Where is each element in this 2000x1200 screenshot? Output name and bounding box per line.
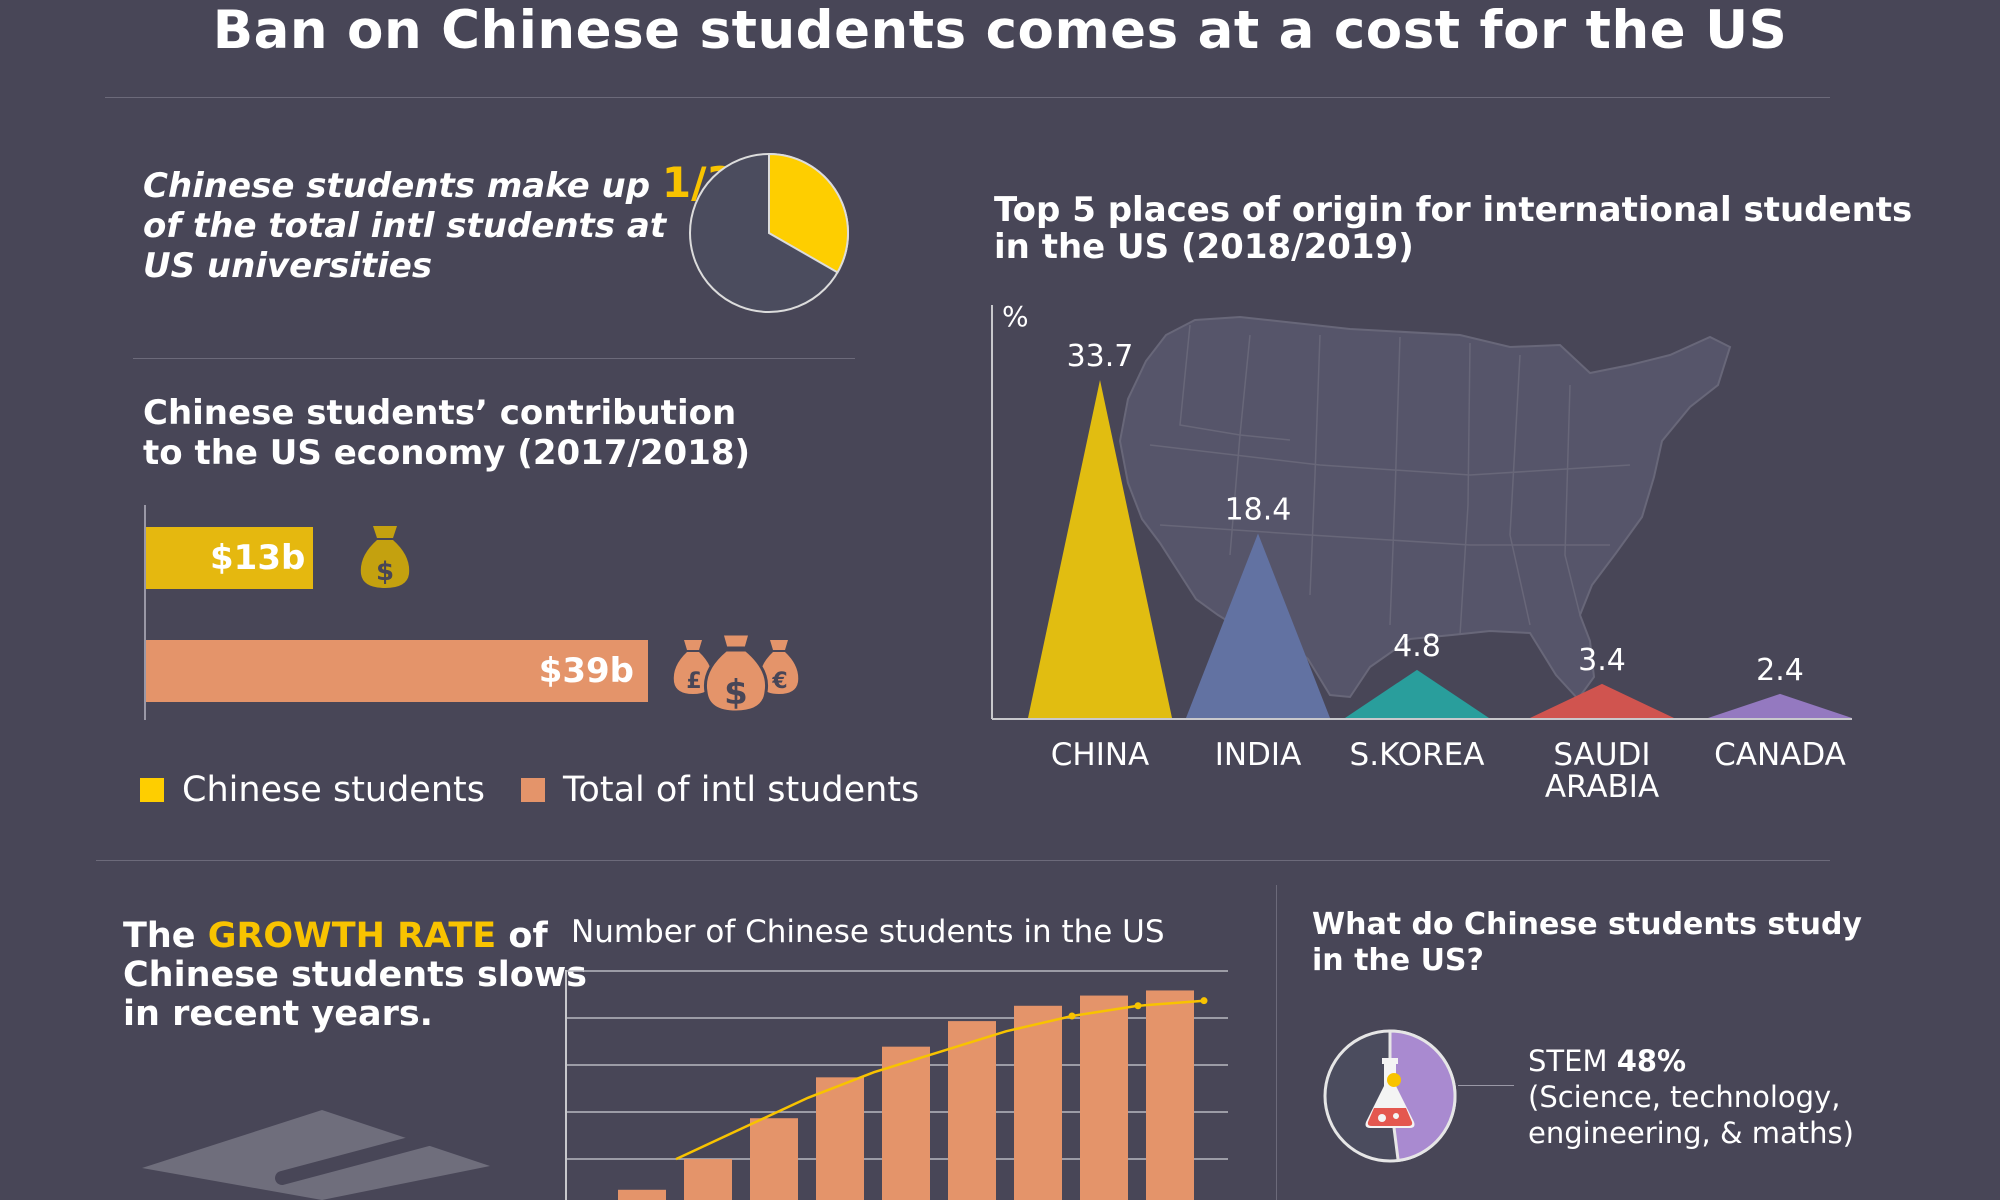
economy-title: Chinese students’ contribution to the US… (143, 393, 750, 473)
origin-category-label: S.KOREA (1350, 737, 1485, 773)
economy-bar-label-total: $39b (538, 651, 634, 691)
origin-title-line2: in the US (2018/2019) (994, 227, 1414, 267)
study-pie-slice-stem (1388, 1029, 1457, 1163)
study-stem-line: STEM 48% (1528, 1043, 1854, 1079)
legend-label-chinese: Chinese students (182, 770, 485, 810)
growth-chart-title: Number of Chinese students in the US (571, 914, 1165, 950)
growth-highlight: GROWTH RATE (207, 916, 497, 956)
share-text-line3: US universities (143, 246, 433, 286)
growth-bar (618, 1189, 666, 1200)
economy-title-line1: Chinese students’ contribution (143, 393, 737, 433)
study-leader-line (1458, 1085, 1514, 1086)
economy-bar-total: $39b (146, 640, 648, 702)
growth-chart (565, 970, 1228, 1200)
growth-bar (816, 1077, 864, 1200)
origin-category-label: INDIA (1215, 737, 1302, 773)
economy-legend: Chinese students Total of intl students (140, 770, 919, 810)
growth-bar (750, 1118, 798, 1200)
share-text-line2: of the total intl students at (143, 206, 667, 246)
study-desc-line2: engineering, & maths) (1528, 1116, 1854, 1150)
origin-triangle-china (1028, 380, 1172, 718)
growth-trend-point (1068, 1012, 1076, 1020)
graduation-cap-icon (142, 1110, 490, 1200)
economy-axis (144, 505, 146, 720)
svg-text:€: € (771, 669, 787, 694)
origin-triangle-canada (1708, 693, 1852, 718)
origin-value-label: 2.4 (1756, 653, 1804, 688)
origin-chart: % 33.7 CHINA 18.4 INDIA 4.8 S.KOREA 3.4 SAUDIAR… (991, 300, 1852, 805)
growth-bar (684, 1159, 732, 1200)
legend-swatch-chinese (140, 778, 164, 802)
title-divider (105, 97, 1830, 98)
legend-item-chinese: Chinese students (140, 770, 485, 810)
growth-text-line1: The GROWTH RATE of (123, 916, 548, 956)
growth-text-line3: in recent years. (123, 994, 433, 1034)
study-title-line1: What do Chinese students study (1312, 907, 1862, 942)
share-text-line1: Chinese students make up 1/3 (143, 158, 736, 207)
origin-category-label: CANADA (1714, 737, 1846, 773)
origin-category-label: SAUDI (1553, 737, 1650, 773)
economy-title-line2: to the US economy (2017/2018) (143, 433, 751, 473)
flask-icon (1365, 1058, 1415, 1128)
origin-triangle-s-korea (1345, 669, 1489, 718)
legend-label-total: Total of intl students (563, 770, 920, 810)
share-pie-chart (689, 152, 849, 313)
growth-bar (1014, 1005, 1062, 1200)
growth-trend-point (1134, 1002, 1142, 1010)
study-title: What do Chinese students study in the US… (1312, 907, 1862, 979)
study-pie-chart (1323, 1029, 1457, 1163)
growth-text-line2: Chinese students slows (123, 955, 587, 995)
growth-trend-point (1200, 997, 1208, 1005)
page-title: Ban on Chinese students comes at a cost … (212, 0, 1788, 61)
share-divider (133, 358, 855, 359)
origin-y-unit: % (1002, 300, 1029, 333)
growth-bars (618, 990, 1194, 1200)
legend-item-total: Total of intl students (521, 770, 919, 810)
economy-bar-label-chinese: $13b (210, 538, 306, 578)
svg-text:£: £ (686, 669, 701, 694)
growth-bar (1080, 995, 1128, 1200)
study-text: STEM 48% (Science, technology, engineeri… (1528, 1043, 1854, 1151)
growth-trend-line (675, 999, 1205, 1161)
share-pie-slice-chinese (768, 152, 849, 274)
money-bags-icon: £ € $ (673, 632, 799, 714)
origin-triangle-india (1186, 533, 1330, 718)
growth-bar (948, 1021, 996, 1200)
growth-text: The GROWTH RATE of Chinese students slow… (123, 917, 587, 1034)
study-title-line2: in the US? (1312, 943, 1484, 978)
origin-triangle-saudi-arabia (1530, 683, 1674, 718)
study-stem-label: STEM (1528, 1044, 1608, 1078)
share-text: Chinese students make up 1/3 of the tota… (143, 158, 736, 287)
origin-value-label: 3.4 (1578, 643, 1626, 678)
origin-title-line1: Top 5 places of origin for international… (994, 190, 1913, 230)
growth-bar (882, 1046, 930, 1200)
growth-divider (96, 860, 1830, 861)
svg-text:$: $ (376, 557, 394, 587)
study-stem-value: 48% (1616, 1044, 1687, 1078)
money-bag-icon: $ (360, 526, 410, 588)
growth-bar (1146, 990, 1194, 1200)
origin-category-label: CHINA (1051, 737, 1150, 773)
svg-text:$: $ (724, 673, 748, 713)
growth-trend (675, 997, 1208, 1161)
study-desc-line1: (Science, technology, (1528, 1080, 1841, 1114)
us-map-state-lines (1149, 324, 1631, 636)
origin-value-label: 18.4 (1225, 492, 1292, 527)
legend-swatch-total (521, 778, 545, 802)
origin-value-label: 4.8 (1393, 629, 1441, 664)
origin-marks: 33.7 CHINA 18.4 INDIA 4.8 S.KOREA 3.4 SAUDIARAB… (1028, 339, 1852, 805)
origin-title: Top 5 places of origin for international… (994, 192, 1912, 266)
origin-category-label: ARABIA (1545, 769, 1659, 805)
study-divider (1276, 885, 1277, 1200)
origin-value-label: 33.7 (1067, 339, 1134, 374)
economy-bar-chinese: $13b (146, 527, 314, 589)
